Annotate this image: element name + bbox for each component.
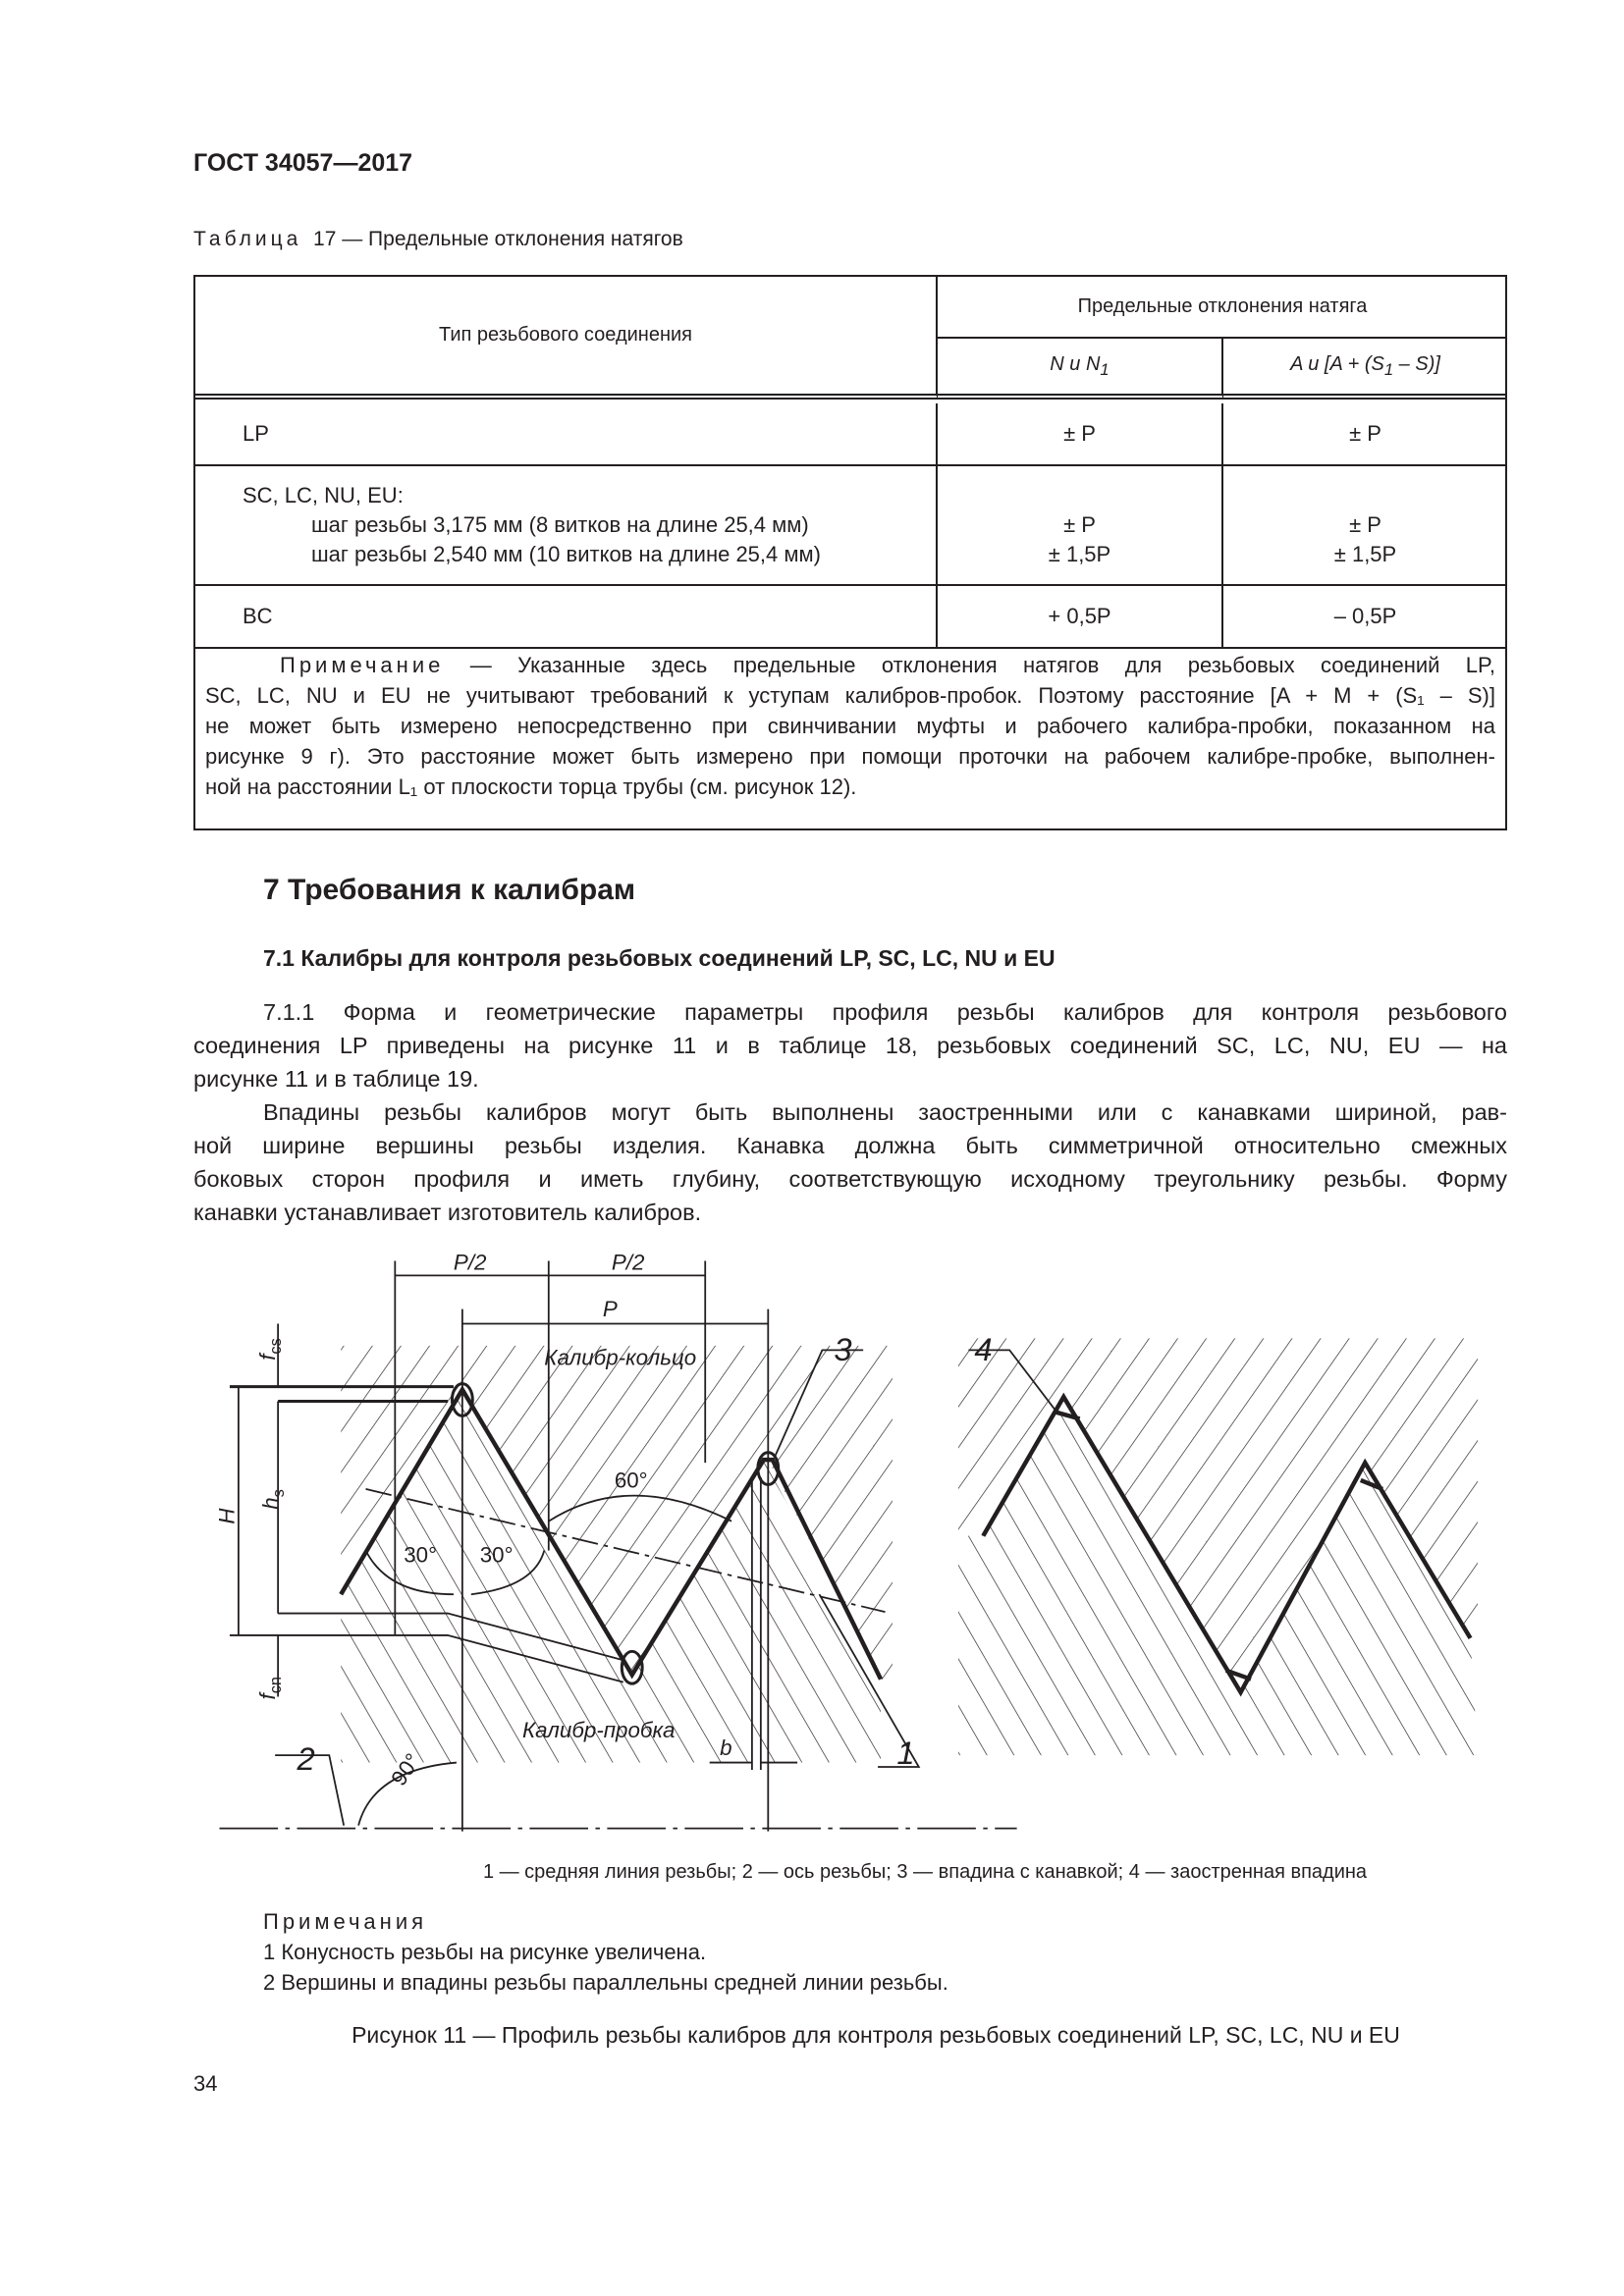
ring-gauge-hatch (341, 1345, 893, 1682)
note-item: 2 Вершины и впадины резьбы параллельны с… (263, 1970, 948, 1995)
mean-line (365, 1488, 886, 1613)
label-p: P (603, 1297, 618, 1321)
row-lp-n: ± P (938, 403, 1223, 466)
label-hs-sub: s (270, 1489, 288, 1497)
label-ring-gauge: Калибр-кольцо (544, 1345, 696, 1369)
figure-notes: Примечания 1 Конусность резьбы на рисунк… (263, 1906, 948, 1998)
header-n: N и N1 (938, 339, 1223, 400)
row-sc-a1: ± P (1349, 512, 1381, 537)
plug-hatch-sharp (958, 1397, 1478, 1756)
row-sc-type-label: SC, LC, NU, EU: (243, 483, 404, 507)
note-item: 1 Конусность резьбы на рисунке увеличена… (263, 1940, 707, 1964)
section-title: 7 Требования к калибрам (263, 874, 636, 906)
text-line: рисунке 11 и в таблице 19. (193, 1066, 479, 1092)
note-line: Примечание — Указанные здесь предельные … (205, 650, 1495, 680)
row-bc-n: + 0,5P (938, 586, 1223, 649)
header-n-sub: 1 (1100, 359, 1110, 379)
plug-gauge-hatch (341, 1392, 882, 1763)
header-a: A и [A + (S1 – S)] (1223, 339, 1507, 400)
row-lp-type: LP (195, 403, 938, 466)
text-line: 7.1.1 Форма и геометрические параметры п… (263, 999, 1507, 1025)
note-line: рисунке 9 г). Это расстояние может быть … (205, 744, 1495, 769)
figure-legend: 1 — средняя линия резьбы; 2 — ось резьбы… (482, 1861, 1368, 1883)
figure-caption: Рисунок 11 — Профиль резьбы калибров для… (352, 2022, 1400, 2048)
table-caption: Таблица 17 — Предельные отклонения натяг… (193, 228, 683, 251)
row-sc-n2: ± 1,5P (1048, 542, 1111, 566)
row-bc-type: BC (195, 586, 938, 649)
label-fcn: fcn (255, 1677, 285, 1700)
label-angle-30: 30° (404, 1542, 437, 1567)
paragraph-7-1-1: 7.1.1 Форма и геометрические параметры п… (193, 995, 1507, 1095)
label-angle-60: 60° (615, 1468, 648, 1492)
row-bc-a: – 0,5P (1223, 586, 1507, 649)
row-sc-n1: ± P (1063, 512, 1096, 537)
callout-1: 1 (896, 1735, 914, 1771)
row-sc-sub1: шаг резьбы 3,175 мм (8 витков на длине 2… (311, 512, 809, 537)
text-line: ной ширине вершины резьбы изделия. Канав… (193, 1133, 1507, 1158)
row-sc-n: ± P ± 1,5P (938, 466, 1223, 586)
header-a-pre: A и [A + (S (1290, 352, 1384, 375)
text-line: соединения LP приведены на рисунке 11 и … (193, 1033, 1507, 1058)
label-H: H (214, 1508, 239, 1524)
note-line: SC, LC, NU и EU не учитывают требований … (205, 683, 1495, 708)
header-a-post: – S)] (1393, 352, 1440, 375)
label-p-half: P/2 (454, 1250, 487, 1274)
thread-profile-lines (219, 1260, 1473, 1832)
ring-hatch-sharp (958, 1338, 1478, 1693)
dimension-lines (219, 1260, 1057, 1832)
row-sc-a2: ± 1,5P (1333, 542, 1397, 566)
table-caption-label: Таблица (193, 228, 302, 250)
note-text: — Указанные здесь предельные отклонения … (444, 653, 1495, 677)
callout-4: 4 (974, 1331, 992, 1367)
page-number: 34 (193, 2071, 218, 2096)
callout-3: 3 (834, 1331, 851, 1367)
header-group: Предельные отклонения натяга (938, 277, 1507, 339)
note-line: ной на расстоянии L₁ от плоскости торца … (205, 774, 857, 799)
label-fcn-sub: cn (267, 1677, 285, 1693)
table-note: Примечание — Указанные здесь предельные … (205, 650, 1495, 802)
subsection-title: 7.1 Калибры для контроля резьбовых соеди… (263, 945, 1056, 971)
text-line: канавки устанавливает изготовитель калиб… (193, 1200, 702, 1225)
header-a-sub: 1 (1383, 359, 1394, 379)
hatching (341, 1338, 1478, 1763)
document-header: ГОСТ 34057—2017 (193, 149, 413, 177)
groove-circle-bottom (620, 1649, 644, 1685)
label-fcn-main: f (255, 1690, 280, 1699)
row-sc-type: SC, LC, NU, EU: шаг резьбы 3,175 мм (8 в… (195, 466, 938, 586)
deviation-table: Тип резьбового соединения Предельные отк… (193, 275, 1507, 830)
row-sc-sub2: шаг резьбы 2,540 мм (10 витков на длине … (311, 542, 821, 566)
note-label: Примечание (280, 653, 445, 677)
header-type: Тип резьбового соединения (195, 277, 938, 400)
row-sc-a: ± P ± 1,5P (1223, 466, 1507, 586)
paragraph-grooves: Впадины резьбы калибров могут быть выпол… (193, 1095, 1507, 1229)
label-fcs-sub: cs (267, 1338, 285, 1354)
label-p-half: P/2 (612, 1250, 645, 1274)
notes-label: Примечания (263, 1909, 428, 1934)
profile-sharp (981, 1392, 1473, 1697)
text-line: Впадины резьбы калибров могут быть выпол… (263, 1099, 1507, 1125)
note-line: не может быть измерено непосредственно п… (205, 714, 1495, 738)
row-lp-a: ± P (1223, 403, 1507, 466)
label-fcs-main: f (255, 1352, 280, 1361)
text-line: боковых сторон профиля и иметь глубину, … (193, 1166, 1507, 1192)
label-fcs: fcs (255, 1338, 285, 1361)
table-caption-text: 17 — Предельные отклонения натягов (313, 228, 683, 250)
header-n-text: N и N (1050, 352, 1101, 375)
callout-2: 2 (296, 1740, 314, 1777)
label-plug-gauge: Калибр-пробка (522, 1718, 676, 1742)
label-angle-30: 30° (480, 1542, 514, 1567)
label-hs: hs (258, 1489, 288, 1510)
label-hs-main: h (258, 1497, 283, 1509)
label-b: b (720, 1735, 731, 1760)
